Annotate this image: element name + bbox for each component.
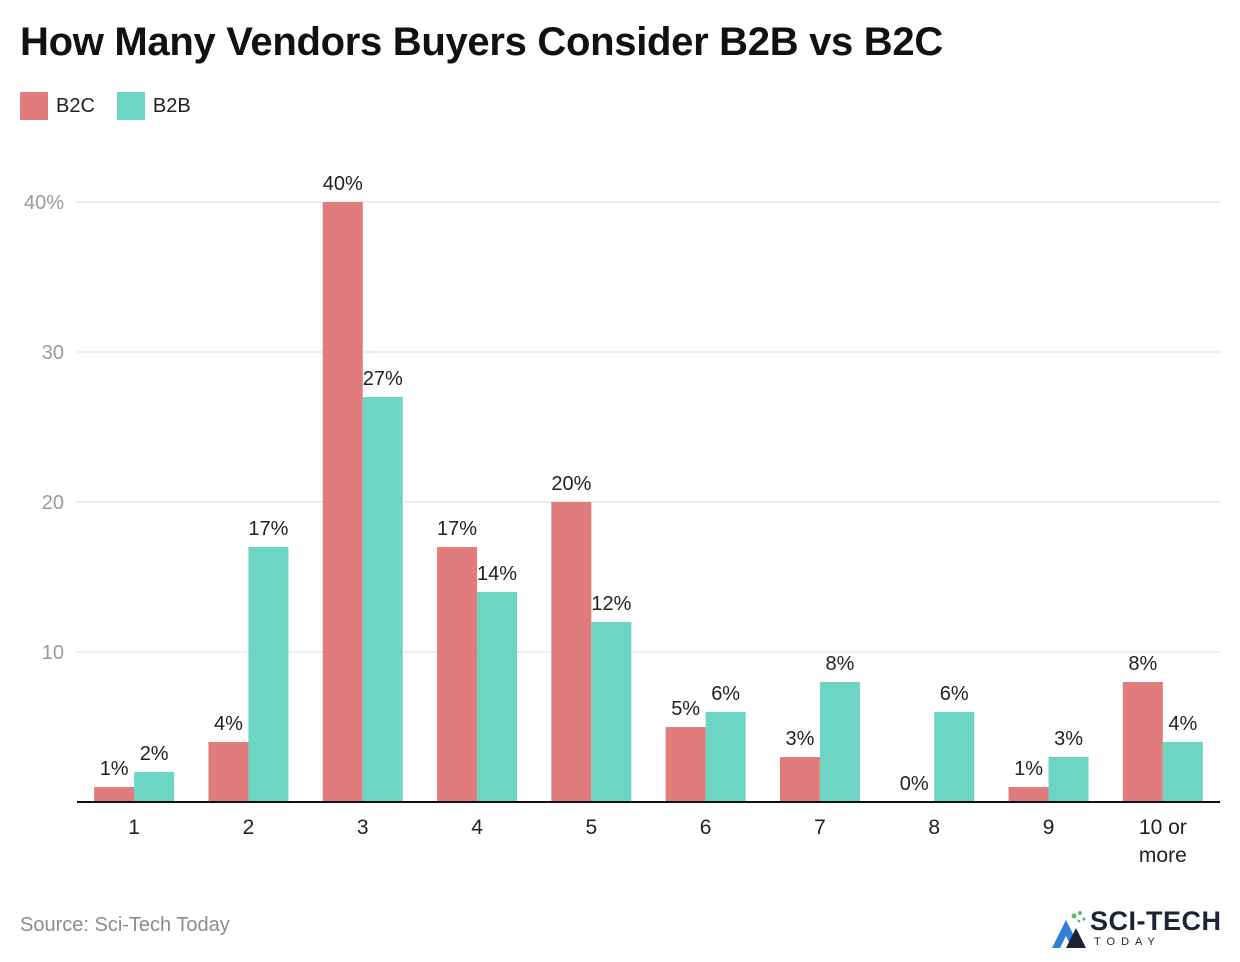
y-tick-label: 40% — [24, 192, 64, 214]
legend-item-b2c: B2C — [20, 92, 95, 120]
source-note: Source: Sci-Tech Today — [20, 914, 230, 936]
bar-b2c — [551, 502, 592, 802]
legend-label-b2b: B2B — [152, 94, 191, 117]
bar-chart: 10203040%1%2%14%17%240%27%317%14%420%12%… — [24, 173, 1220, 867]
sci-tech-logo: SCI-TECH TODAY — [1050, 906, 1230, 954]
logo-subtext: TODAY — [1094, 936, 1161, 948]
bar-b2b — [477, 592, 518, 802]
bar-b2b — [819, 682, 860, 802]
data-label: 4% — [214, 713, 243, 735]
x-tick-label: more — [1139, 844, 1187, 867]
bar-b2b — [1048, 757, 1089, 802]
x-tick-label: 3 — [357, 816, 369, 839]
x-tick-label: 8 — [928, 816, 940, 839]
x-tick-label: 2 — [243, 816, 255, 839]
legend-item-b2b: B2B — [116, 92, 191, 120]
mountain-logo-icon — [1052, 911, 1086, 948]
bar-b2b — [934, 712, 975, 802]
data-label: 17% — [437, 518, 477, 540]
data-label: 8% — [825, 653, 854, 675]
bar-b2b — [1162, 742, 1203, 802]
data-label: 3% — [1054, 728, 1083, 750]
data-label: 6% — [711, 683, 740, 705]
data-label: 27% — [363, 368, 403, 390]
y-tick-label: 20 — [42, 492, 64, 514]
data-label: 8% — [1128, 653, 1157, 675]
bar-b2b — [591, 622, 632, 802]
bar-b2b — [134, 772, 175, 802]
bar-b2b — [248, 547, 289, 802]
y-tick-label: 10 — [42, 642, 64, 664]
bar-b2c — [437, 547, 478, 802]
bar-b2c — [665, 727, 706, 802]
bar-b2c — [208, 742, 249, 802]
data-label: 12% — [591, 593, 631, 615]
bar-b2c — [322, 202, 363, 802]
data-label: 2% — [140, 743, 169, 765]
data-label: 1% — [1014, 758, 1043, 780]
legend: B2C B2B — [20, 92, 191, 120]
x-tick-label: 10 or — [1139, 816, 1187, 839]
legend-swatch-b2b — [116, 92, 145, 120]
y-tick-label: 30 — [42, 342, 64, 364]
data-label: 4% — [1168, 713, 1197, 735]
bar-b2c — [94, 787, 135, 802]
x-tick-label: 7 — [814, 816, 826, 839]
data-label: 5% — [671, 698, 700, 720]
logo-text: SCI-TECH — [1090, 906, 1222, 936]
data-label: 20% — [551, 473, 591, 495]
data-label: 14% — [477, 563, 517, 585]
bar-b2b — [362, 397, 403, 802]
data-label: 40% — [323, 173, 363, 195]
legend-label-b2c: B2C — [56, 94, 95, 117]
data-label: 17% — [248, 518, 288, 540]
bar-b2b — [705, 712, 746, 802]
bar-b2c — [1122, 682, 1163, 802]
data-label: 6% — [940, 683, 969, 705]
legend-swatch-b2c — [20, 92, 48, 120]
x-tick-label: 6 — [700, 816, 712, 839]
bar-b2c — [779, 757, 820, 802]
data-label: 1% — [100, 758, 129, 780]
x-tick-label: 1 — [128, 816, 140, 839]
x-tick-label: 9 — [1043, 816, 1055, 839]
x-tick-label: 4 — [471, 816, 483, 839]
data-label: 0% — [900, 773, 929, 795]
data-label: 3% — [785, 728, 814, 750]
bar-b2c — [1008, 787, 1049, 802]
chart-title: How Many Vendors Buyers Consider B2B vs … — [20, 20, 943, 64]
x-tick-label: 5 — [586, 816, 598, 839]
